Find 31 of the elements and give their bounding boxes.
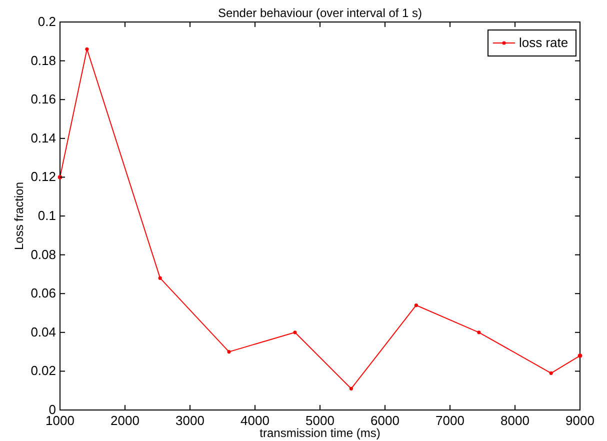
x-tick-label: 2000: [110, 413, 140, 428]
y-tick-label: 0.1: [38, 208, 56, 223]
x-tick-label: 3000: [176, 413, 204, 428]
point: [477, 330, 481, 334]
y-tick-label: 0.02: [30, 363, 56, 378]
point: [85, 47, 89, 51]
y-tick-label: 0.04: [30, 324, 56, 340]
legend-label: loss rate: [519, 35, 568, 50]
chart-title: Sender behaviour (over interval of 1 s): [218, 6, 422, 20]
x-tick-label: 9000: [566, 413, 594, 428]
y-tick-label: 0.18: [30, 52, 56, 68]
y-tick-label: 0.12: [30, 169, 56, 184]
point: [158, 276, 162, 280]
y-tick-label: 0.2: [38, 14, 56, 29]
x-tick-label: 4000: [240, 413, 270, 428]
x-tick-label: 6000: [370, 413, 400, 428]
y-tick-label: 0.08: [30, 246, 56, 262]
x-tick-label: 5000: [306, 413, 334, 428]
point: [349, 386, 353, 390]
y-tick-label: 0.06: [30, 286, 56, 301]
x-tick-label: 8000: [500, 413, 530, 428]
y-tick-label: 0.14: [30, 130, 56, 146]
point: [414, 303, 418, 308]
point: [293, 330, 297, 334]
point: [549, 371, 553, 375]
y-tick-label: 0.16: [30, 92, 56, 107]
point: [578, 353, 582, 358]
y-axis-title: Loss fraction: [12, 182, 26, 250]
x-axis-title: transmission time (ms): [260, 426, 380, 440]
x-tick-label: 7000: [436, 413, 464, 428]
point: [227, 350, 231, 354]
